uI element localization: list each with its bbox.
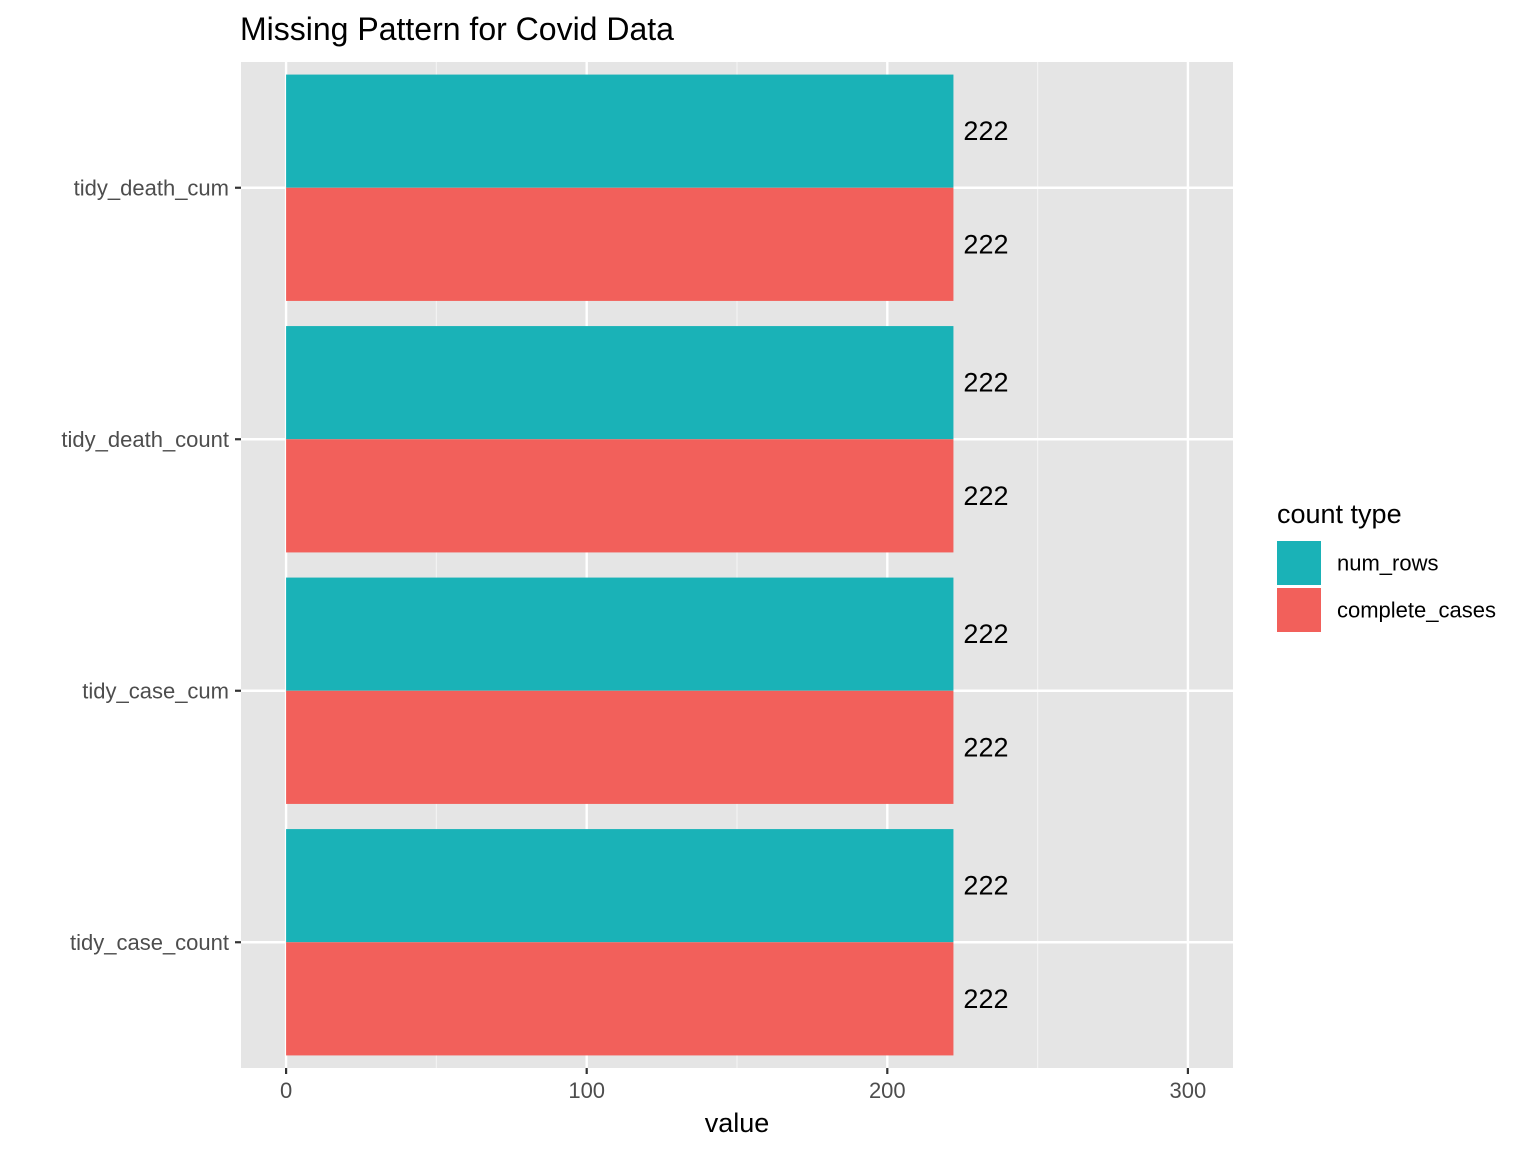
bar-num_rows (286, 577, 954, 691)
data-labels: 222 222 222 222 222 222 222 222 (963, 116, 1008, 1014)
chart-title: Missing Pattern for Covid Data (240, 11, 674, 47)
bar-complete_cases (286, 942, 954, 1056)
y-tick-label: tidy_death_count (61, 427, 229, 452)
y-tick-label: tidy_case_count (70, 930, 229, 955)
data-label: 222 (963, 368, 1008, 398)
legend: count type num_rows complete_cases (1277, 499, 1496, 632)
legend-label: num_rows (1337, 551, 1438, 576)
bar-complete_cases (286, 690, 954, 804)
legend-key-complete_cases (1277, 588, 1321, 632)
bar-complete_cases (286, 439, 954, 553)
y-tick-label: tidy_death_cum (74, 175, 229, 200)
legend-label: complete_cases (1337, 598, 1496, 623)
bar-num_rows (286, 829, 954, 943)
x-tick-label: 100 (568, 1078, 605, 1103)
data-label: 222 (963, 871, 1008, 901)
data-label: 222 (963, 984, 1008, 1014)
legend-key-num_rows (1277, 541, 1321, 585)
x-tick-label: 200 (869, 1078, 906, 1103)
data-label: 222 (963, 229, 1008, 259)
x-tick-label: 300 (1170, 1078, 1207, 1103)
data-label: 222 (963, 116, 1008, 146)
y-tick-label: tidy_case_cum (82, 678, 229, 703)
x-axis-title: value (705, 1108, 770, 1138)
x-axis: 0 100 200 300 (280, 1068, 1206, 1103)
legend-title: count type (1277, 499, 1402, 529)
bar-num_rows (286, 74, 954, 188)
data-label: 222 (963, 619, 1008, 649)
bar-complete_cases (286, 187, 954, 301)
bars (286, 74, 954, 1056)
bar-num_rows (286, 326, 954, 440)
data-label: 222 (963, 732, 1008, 762)
data-label: 222 (963, 481, 1008, 511)
x-tick-label: 0 (280, 1078, 292, 1103)
y-axis: tidy_death_cum tidy_death_count tidy_case_… (61, 175, 241, 955)
